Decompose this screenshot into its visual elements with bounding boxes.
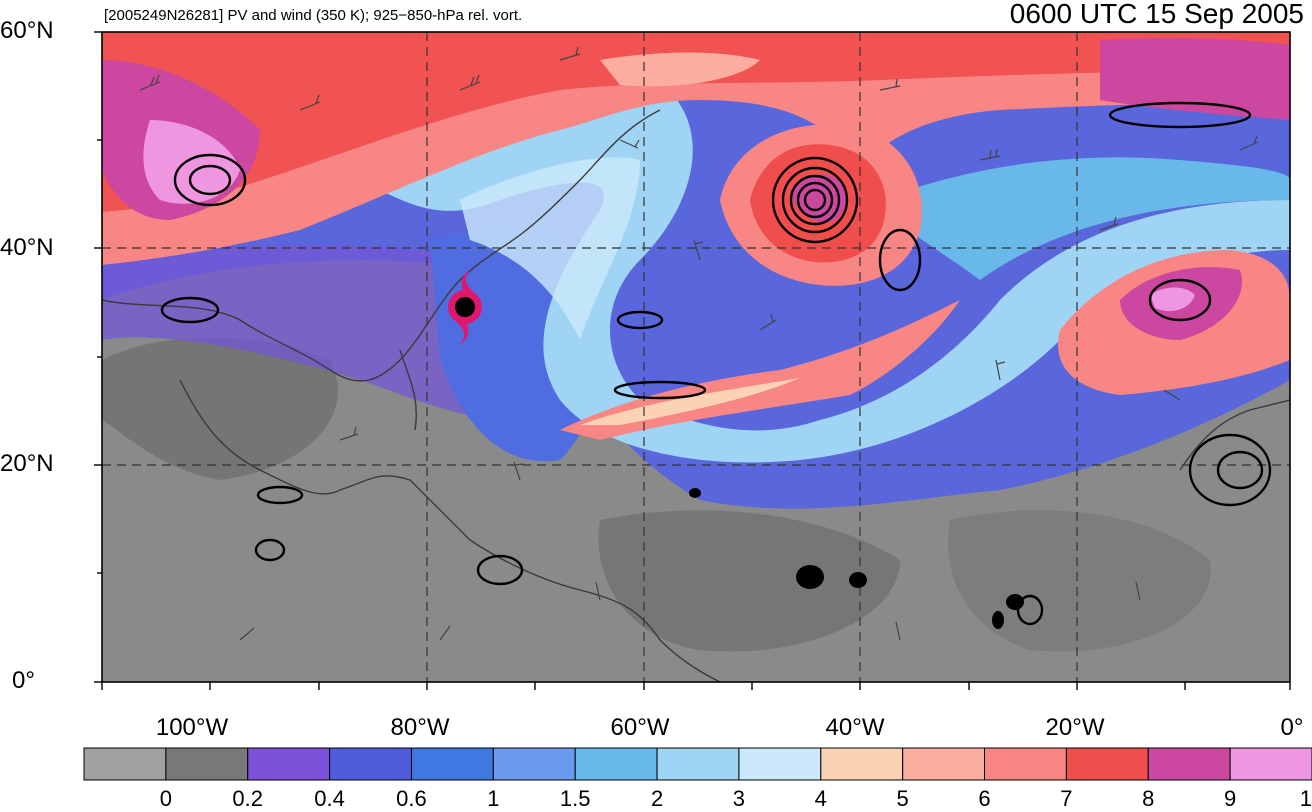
figure-title: [2005249N26281] PV and wind (350 K); 925… xyxy=(104,7,523,24)
colorbar-swatch xyxy=(1065,747,1149,781)
colorbar-label: 10 xyxy=(1299,786,1312,811)
colorbar-swatch xyxy=(1147,747,1231,781)
lon-label-100w: 100°W xyxy=(155,714,229,741)
colorbar-label: 2 xyxy=(650,786,664,811)
colorbar-swatch xyxy=(574,747,658,781)
colorbar-label: 7 xyxy=(1060,786,1073,811)
colorbar-swatch xyxy=(984,747,1067,781)
wind-barbs xyxy=(139,46,1259,641)
colorbar-label: 4 xyxy=(814,786,827,811)
lon-label-20w: 20°W xyxy=(1045,714,1105,741)
colorbar-label: 6 xyxy=(978,786,991,811)
lat-label-60n: 60°N xyxy=(0,17,54,44)
map-panel xyxy=(102,32,1290,682)
colorbar-label: 0.2 xyxy=(232,786,264,811)
low-pv-dark-east xyxy=(948,510,1211,652)
vorticity-maxima xyxy=(689,488,1024,629)
lat-label-40n: 40°N xyxy=(0,234,54,261)
colorbar-label: 0.4 xyxy=(314,786,345,811)
colorbar-swatch xyxy=(165,747,249,781)
magenta-northeast xyxy=(1100,37,1290,120)
colorbar-swatch xyxy=(820,747,904,781)
colorbar-label: 1.5 xyxy=(559,786,591,811)
lat-label-20n: 20°N xyxy=(0,450,54,477)
colorbar-swatch xyxy=(492,747,576,781)
colorbar-label: 1 xyxy=(487,786,500,811)
colorbar-swatch xyxy=(1229,747,1312,781)
colorbar-label: 0 xyxy=(159,786,172,811)
lon-label-60w: 60°W xyxy=(610,714,670,741)
colorbar-swatch xyxy=(329,747,412,781)
lon-label-80w: 80°W xyxy=(390,714,450,741)
colorbar-label: 9 xyxy=(1224,786,1237,811)
colorbar-swatch xyxy=(738,747,822,781)
colorbar-swatch xyxy=(902,747,986,781)
valid-time: 0600 UTC 15 Sep 2005 xyxy=(1009,0,1304,29)
colorbar-swatch xyxy=(656,747,740,781)
colorbar-swatch xyxy=(410,747,494,781)
axis-ticks xyxy=(94,31,1291,690)
lon-label-40w: 40°W xyxy=(825,714,885,741)
colorbar-swatch xyxy=(247,747,331,781)
colorbar-label: 3 xyxy=(732,786,746,811)
low-pv-dark-atlantic xyxy=(598,510,900,652)
blue-ribbon xyxy=(880,157,1290,280)
high-pv-north-core xyxy=(102,32,1290,212)
colorbar-label: 0.6 xyxy=(396,786,427,811)
pink-core-west xyxy=(143,120,240,204)
hurricane-symbol xyxy=(448,269,482,345)
pv-streamer-edge xyxy=(580,378,800,425)
colorbar-label: 8 xyxy=(1142,786,1155,811)
salmon-patch xyxy=(600,52,760,87)
colorbar-label: 5 xyxy=(896,786,909,811)
low-pv-dark-west xyxy=(102,337,338,480)
pale-blue-patch xyxy=(460,157,640,340)
lon-label-0: 0° xyxy=(1280,714,1304,741)
colorbar xyxy=(83,747,1312,781)
lat-label-0: 0° xyxy=(12,667,35,694)
pv-blob-east-center xyxy=(1150,287,1195,312)
colorbar-swatch xyxy=(83,747,167,781)
vorticity-contours xyxy=(160,101,1272,626)
coastlines xyxy=(102,109,1290,682)
